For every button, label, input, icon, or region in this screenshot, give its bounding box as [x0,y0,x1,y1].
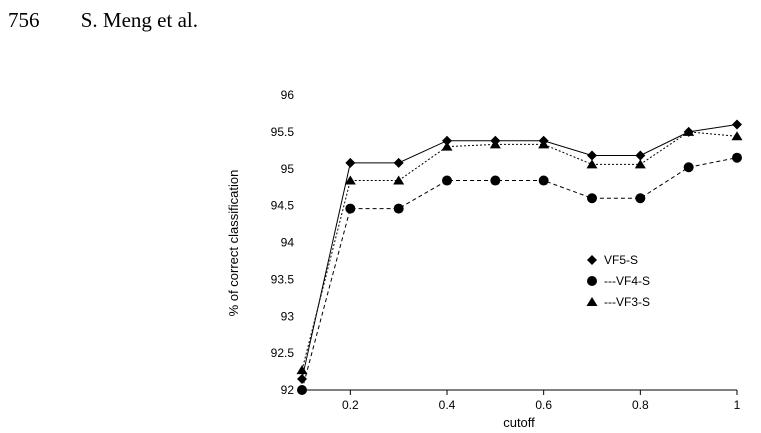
running-head-authors: S. Meng et al. [80,8,198,32]
x-tick-label: 0.2 [342,398,359,412]
data-point-vf5-s [393,157,404,168]
data-point-vf4-s [442,175,452,186]
legend-marker-triangle-icon [586,297,598,306]
x-tick-label: 1 [734,398,741,412]
y-tick-label: 93 [281,309,295,323]
data-point-vf3-s [731,131,743,141]
series-vf3-s [296,126,743,375]
data-point-vf3-s [586,159,598,169]
y-tick-label: 94.5 [271,199,295,213]
data-point-vf5-s [442,135,452,146]
x-tick-label: 0.6 [535,398,552,412]
chart-series [296,119,743,395]
chart-legend: VF5-S ---VF4-S ---VF3-S [586,253,650,309]
series-line-vf5-s [301,124,738,380]
series-vf5-s [297,119,742,384]
data-point-vf3-s [344,175,356,185]
data-point-vf5-s [587,150,597,161]
data-point-vf3-s [683,126,695,136]
legend-item-vf4-s: ---VF4-S [587,274,650,288]
data-point-vf5-s [345,157,356,168]
legend-label: ---VF4-S [604,274,650,288]
data-point-vf3-s [393,175,405,185]
series-line-vf4-s [301,157,738,391]
legend-label: ---VF3-S [604,295,650,309]
legend-label: VF5-S [604,253,638,267]
data-point-vf4-s [297,385,307,395]
data-point-vf3-s [634,159,646,169]
x-tick-label: 0.4 [439,398,456,412]
y-tick-label: 93.5 [271,272,295,286]
y-tick-label: 95 [281,162,295,176]
y-tick-label: 92.5 [271,346,295,360]
page-header: 756 S. Meng et al. [8,8,198,33]
data-point-vf4-s [490,175,501,186]
y-axis-label: % of correct classification [226,170,241,317]
y-tick-label: 94 [281,236,295,250]
data-point-vf3-s [538,139,550,149]
data-point-vf4-s [587,193,597,204]
x-tick-label: 0.8 [632,398,649,412]
data-point-vf4-s [683,162,694,173]
y-tick-label: 95.5 [271,125,295,139]
series-vf4-s [297,152,742,395]
legend-item-vf3-s: ---VF3-S [586,295,650,309]
page-number: 756 [8,8,40,32]
y-tick-label: 96 [281,88,295,102]
data-point-vf4-s [345,203,356,214]
data-point-vf4-s [393,203,404,214]
data-point-vf3-s [296,365,308,375]
data-point-vf4-s [732,152,742,163]
data-point-vf3-s [489,139,501,149]
data-point-vf5-s [635,150,646,161]
data-point-vf4-s [538,175,549,186]
data-point-vf4-s [635,193,646,204]
legend-marker-circle-icon [587,276,597,286]
legend-item-vf5-s: VF5-S [587,253,638,267]
x-axis-label: cutoff [503,415,535,430]
chart-axes: 92 92.5 93 93.5 94 94.5 95 95.5 96 0.2 0.4 0.6 0.8 1 [271,88,741,412]
y-tick-label: 92 [281,383,295,397]
series-line-vf3-s [301,131,738,371]
data-point-vf5-s [732,119,742,130]
legend-marker-diamond-icon [587,255,597,265]
data-point-vf3-s [441,141,453,151]
